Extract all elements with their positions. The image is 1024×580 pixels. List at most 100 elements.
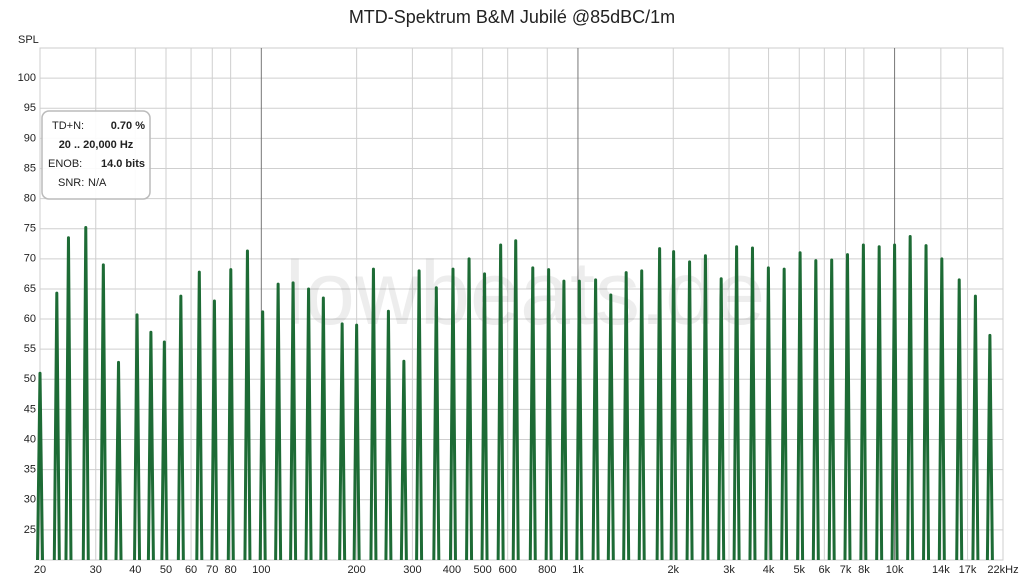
y-tick-label: 85: [24, 162, 36, 174]
y-tick-label: 80: [24, 192, 36, 204]
y-tick-label: 95: [24, 102, 36, 114]
spectrum-peak: [780, 267, 789, 561]
spectrum-peak: [655, 247, 664, 561]
y-tick-label: 40: [24, 433, 36, 445]
spectrum-peak: [827, 258, 836, 561]
spectrum-peak: [685, 260, 694, 561]
spectrum-peak: [415, 269, 424, 561]
spectrum-peak: [544, 268, 553, 561]
x-tick-label: 500: [473, 564, 491, 576]
y-tick-label: 30: [24, 494, 36, 506]
spectrum-peak: [304, 287, 313, 561]
info-value: N/A: [88, 177, 107, 189]
y-tick-label: 60: [24, 313, 36, 325]
spectrum-peak: [480, 272, 489, 561]
x-tick-label: 600: [499, 564, 517, 576]
y-tick-label: 50: [24, 373, 36, 385]
y-tick-label: 90: [24, 132, 36, 144]
spectrum-peak: [226, 268, 235, 561]
spectrum-peak: [843, 253, 852, 561]
spectrum-peak: [195, 270, 204, 561]
x-tick-label: 40: [129, 564, 141, 576]
spectrum-peak: [591, 278, 600, 561]
spectrum-peak: [811, 259, 820, 561]
y-tick-label: 65: [24, 283, 36, 295]
spectrum: [36, 226, 994, 561]
spectrum-peak: [732, 245, 741, 561]
info-box: [41, 110, 151, 200]
spectrum-peak: [559, 279, 568, 561]
x-tick-label: 3k: [723, 564, 735, 576]
info-label: ENOB:: [48, 158, 82, 170]
info-label: TD+N:: [52, 120, 84, 132]
y-tick-label: 55: [24, 343, 36, 355]
spectrum-peak: [432, 286, 441, 561]
spectrum-peak: [64, 236, 73, 561]
spectrum-peak: [160, 340, 169, 561]
x-tick-label: 17k: [959, 564, 977, 576]
x-tick-label: 20: [34, 564, 46, 576]
spectrum-peak: [258, 310, 267, 561]
spectrum-peak: [465, 257, 474, 561]
x-tick-label: 70: [206, 564, 218, 576]
spectrum-peak: [971, 294, 980, 561]
spectrum-peak: [338, 322, 347, 561]
y-tick-label: 35: [24, 464, 36, 476]
spectrum-peak: [764, 266, 773, 561]
spectrum-peak: [985, 333, 994, 561]
x-tick-label: 60: [185, 564, 197, 576]
y-axis-label: SPL: [18, 34, 39, 46]
chart-title: MTD-Spektrum B&M Jubilé @85dBC/1m: [349, 7, 675, 27]
x-tick-label: 22kHz: [987, 564, 1018, 576]
x-tick-label: 6k: [819, 564, 831, 576]
x-tick-label: 1k: [572, 564, 584, 576]
spectrum-peak: [384, 309, 393, 561]
spectrum-peak: [243, 249, 252, 561]
spectrum-peak: [701, 254, 710, 561]
y-tick-label: 100: [18, 72, 36, 84]
x-tick-label: 30: [90, 564, 102, 576]
spectrum-peak: [81, 226, 90, 561]
spectrum-peak: [99, 263, 108, 561]
info-value: 14.0 bits: [101, 158, 145, 170]
spectrum-peak: [399, 359, 408, 561]
spectrum-peak: [875, 245, 884, 561]
spectrum-peak: [890, 243, 899, 561]
x-tick-label: 800: [538, 564, 556, 576]
y-tick-label: 45: [24, 403, 36, 415]
spectrum-peak: [319, 296, 328, 561]
spectrum-peak: [748, 246, 757, 561]
spectrum-peak: [859, 243, 868, 561]
spectrum-peak: [937, 257, 946, 561]
spectrum-peak: [637, 269, 646, 561]
spectrum-peak: [210, 299, 219, 561]
x-tick-label: 8k: [858, 564, 870, 576]
spectrum-peak: [369, 267, 378, 561]
spectrum-peak: [176, 294, 185, 561]
spectrum-peak: [36, 371, 44, 561]
spectrum-peak: [606, 293, 615, 561]
spectrum-peak: [575, 279, 584, 561]
spectrum-peak: [352, 323, 361, 561]
spectrum-peak: [955, 278, 964, 561]
x-tick-label: 200: [347, 564, 365, 576]
x-tick-label: 400: [443, 564, 461, 576]
spectrum-peak: [906, 235, 915, 561]
info-range: 20 .. 20,000 Hz: [59, 139, 134, 151]
x-tick-label: 50: [160, 564, 172, 576]
spectrum-peak: [289, 281, 298, 561]
spectrum-peak: [622, 271, 631, 561]
x-tick-label: 14k: [932, 564, 950, 576]
spectrum-peak: [922, 244, 931, 561]
info-label: SNR:: [58, 177, 84, 189]
spectrum-peak: [133, 313, 142, 561]
spectrum-peak: [114, 360, 123, 561]
y-tick-label: 25: [24, 524, 36, 536]
x-tick-label: 2k: [667, 564, 679, 576]
spectrum-peak: [717, 277, 726, 561]
watermark: lowbeats.de: [285, 244, 765, 344]
spectrum-peak: [448, 267, 457, 561]
x-tick-label: 100: [252, 564, 270, 576]
spectrum-peak: [52, 291, 61, 561]
